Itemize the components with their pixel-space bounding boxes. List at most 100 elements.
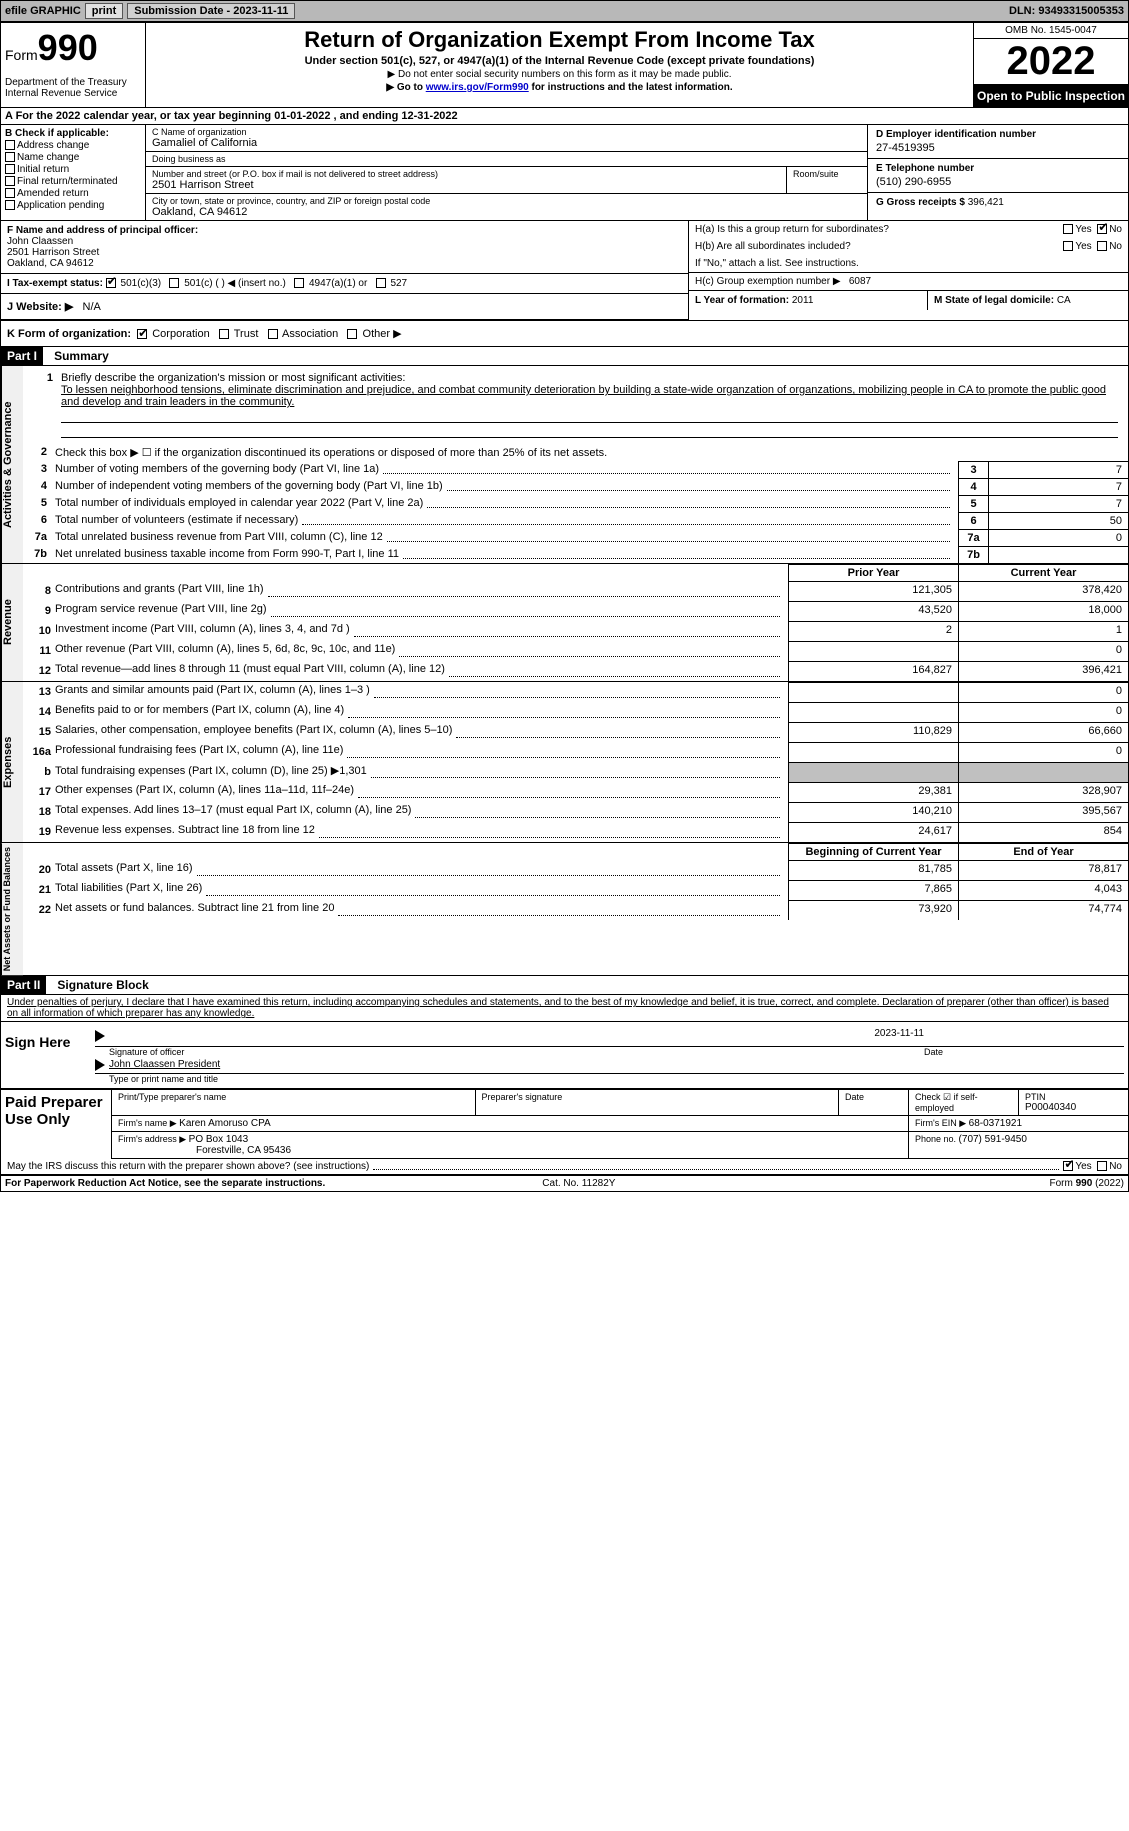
phone-value: (510) 290-6955	[876, 176, 1120, 188]
line-5-value: 7	[988, 495, 1128, 512]
line-15-curr: 66,660	[958, 722, 1128, 742]
line-17: 17Other expenses (Part IX, column (A), l…	[23, 782, 1128, 802]
section-bcd: B Check if applicable: Address change Na…	[1, 125, 1128, 221]
chk-association[interactable]	[268, 329, 278, 339]
chk-amended-return[interactable]: Amended return	[5, 188, 141, 199]
form-number: Form990	[5, 27, 141, 69]
header-right: OMB No. 1545-0047 2022 Open to Public In…	[973, 23, 1128, 107]
preparer-row2: Firm's name ▶ Karen Amoruso CPA Firm's E…	[111, 1116, 1128, 1132]
chk-501c[interactable]	[169, 278, 179, 288]
line-17-prior: 29,381	[788, 782, 958, 802]
officer-name-line: John Claassen President	[95, 1057, 1124, 1074]
line-11-curr: 0	[958, 641, 1128, 661]
chk-corporation[interactable]	[137, 329, 147, 339]
col-c-org-info: C Name of organization Gamaliel of Calif…	[146, 125, 868, 220]
header-center: Return of Organization Exempt From Incom…	[146, 23, 973, 107]
line-20: 20Total assets (Part X, line 16)81,78578…	[23, 860, 1128, 880]
revenue-header-row: Prior Year Current Year	[23, 564, 1128, 581]
line-22: 22Net assets or fund balances. Subtract …	[23, 900, 1128, 920]
firm-ein: 68-0371921	[969, 1118, 1022, 1129]
line-3-value: 7	[988, 461, 1128, 478]
netassets-header-row: Beginning of Current Year End of Year	[23, 843, 1128, 860]
h-b-row: H(b) Are all subordinates included? Yes …	[689, 238, 1128, 255]
line-10-prior: 2	[788, 621, 958, 641]
chk-trust[interactable]	[219, 329, 229, 339]
street-address: 2501 Harrison Street	[152, 179, 780, 191]
chk-initial-return[interactable]: Initial return	[5, 164, 141, 175]
signature-line[interactable]: 2023-11-11	[95, 1026, 1124, 1047]
firm-addr2: Forestville, CA 95436	[196, 1145, 291, 1156]
line-10-curr: 1	[958, 621, 1128, 641]
line-7a: 7aTotal unrelated business revenue from …	[23, 529, 1128, 546]
website-value: N/A	[83, 301, 101, 313]
chk-527[interactable]	[376, 278, 386, 288]
sign-here-section: Sign Here 2023-11-11 Signature of office…	[1, 1022, 1128, 1089]
line-2: 2 Check this box ▶ ☐ if the organization…	[23, 444, 1128, 461]
line-22-curr: 74,774	[958, 900, 1128, 920]
hb-no[interactable]	[1097, 241, 1107, 251]
chk-other[interactable]	[347, 329, 357, 339]
chk-name-change[interactable]: Name change	[5, 152, 141, 163]
row-a-tax-year: A For the 2022 calendar year, or tax yea…	[1, 108, 1128, 125]
ha-no[interactable]	[1097, 224, 1107, 234]
paid-preparer-label: Paid Preparer Use Only	[1, 1090, 111, 1159]
part2-header: Part II Signature Block	[1, 976, 1128, 995]
org-name-row: C Name of organization Gamaliel of Calif…	[146, 125, 867, 152]
city-state-zip: Oakland, CA 94612	[152, 206, 861, 218]
form-title: Return of Organization Exempt From Incom…	[154, 27, 965, 53]
col-b-label: B Check if applicable:	[5, 128, 141, 139]
col-d-ein-phone: D Employer identification number 27-4519…	[868, 125, 1128, 220]
line-13-prior	[788, 682, 958, 702]
irs-link[interactable]: www.irs.gov/Form990	[426, 82, 529, 93]
line-17-curr: 328,907	[958, 782, 1128, 802]
line-4: 4Number of independent voting members of…	[23, 478, 1128, 495]
line-14-prior	[788, 702, 958, 722]
line-12-prior: 164,827	[788, 661, 958, 681]
line-13-curr: 0	[958, 682, 1128, 702]
cat-number: Cat. No. 11282Y	[542, 1178, 615, 1189]
line-21-curr: 4,043	[958, 880, 1128, 900]
pra-notice: For Paperwork Reduction Act Notice, see …	[5, 1178, 325, 1189]
right-h-group: H(a) Is this a group return for subordin…	[688, 221, 1128, 320]
chk-address-change[interactable]: Address change	[5, 140, 141, 151]
submission-date-box: Submission Date - 2023-11-11	[127, 3, 295, 19]
discuss-no[interactable]	[1097, 1161, 1107, 1171]
officer-name: John Claassen	[7, 236, 682, 247]
row-f-officer: F Name and address of principal officer:…	[1, 221, 688, 274]
arrow-icon	[95, 1059, 105, 1071]
ha-yes[interactable]	[1063, 224, 1073, 234]
efile-toolbar: efile GRAPHIC print Submission Date - 20…	[0, 0, 1129, 22]
chk-501c3[interactable]	[106, 278, 116, 288]
line-7b: 7bNet unrelated business taxable income …	[23, 546, 1128, 563]
print-button[interactable]: print	[85, 3, 123, 19]
lm-row: L Year of formation: 2011 M State of leg…	[689, 291, 1128, 310]
line-15: 15Salaries, other compensation, employee…	[23, 722, 1128, 742]
street-row: Number and street (or P.O. box if mail i…	[146, 167, 867, 194]
form-subtitle: Under section 501(c), 527, or 4947(a)(1)…	[154, 55, 965, 67]
room-suite: Room/suite	[787, 167, 867, 193]
form-version: Form 990 (2022)	[1050, 1178, 1124, 1189]
line-b-curr	[958, 762, 1128, 782]
gross-receipts-value: 396,421	[968, 197, 1004, 208]
open-to-public: Open to Public Inspection	[974, 85, 1128, 107]
line-19: 19Revenue less expenses. Subtract line 1…	[23, 822, 1128, 842]
line-b: bTotal fundraising expenses (Part IX, co…	[23, 762, 1128, 782]
chk-application-pending[interactable]: Application pending	[5, 200, 141, 211]
chk-final-return[interactable]: Final return/terminated	[5, 176, 141, 187]
firm-phone: (707) 591-9450	[959, 1134, 1027, 1145]
sign-here-label: Sign Here	[1, 1022, 81, 1088]
instructions-note: ▶ Go to www.irs.gov/Form990 for instruct…	[154, 82, 965, 93]
col-b-checkboxes: B Check if applicable: Address change Na…	[1, 125, 146, 220]
line-16a-prior	[788, 742, 958, 762]
dln-label: DLN: 93493315005353	[1009, 5, 1124, 17]
part2-title: Signature Block	[49, 978, 148, 992]
hb-yes[interactable]	[1063, 241, 1073, 251]
line-4-value: 7	[988, 478, 1128, 495]
discuss-yes[interactable]	[1063, 1161, 1073, 1171]
line-7a-value: 0	[988, 529, 1128, 546]
city-row: City or town, state or province, country…	[146, 194, 867, 220]
chk-4947[interactable]	[294, 278, 304, 288]
line-13: 13Grants and similar amounts paid (Part …	[23, 682, 1128, 702]
form-header: Form990 Department of the Treasury Inter…	[1, 23, 1128, 108]
line-11: 11Other revenue (Part VIII, column (A), …	[23, 641, 1128, 661]
